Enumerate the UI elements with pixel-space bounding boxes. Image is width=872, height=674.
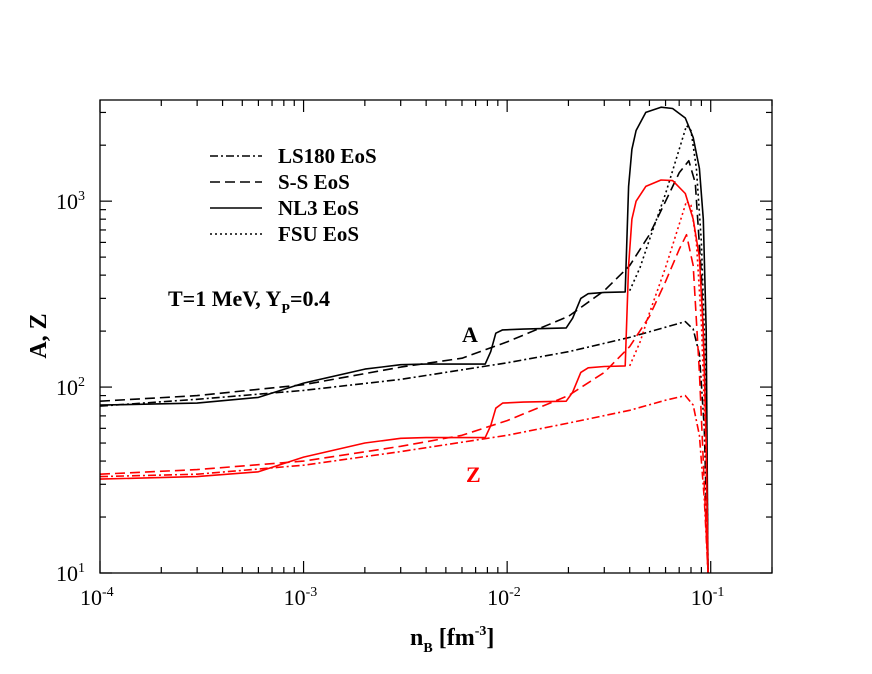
series-z-nl3 — [100, 179, 709, 573]
series-z-ls180 — [100, 394, 709, 573]
x-axis-title-exp: -3 — [475, 624, 487, 639]
x-tick-exp: -3 — [306, 585, 318, 600]
plot-frame — [99, 99, 773, 574]
x-tick-label: 10-2 — [487, 585, 521, 610]
y-tick-base: 10 — [56, 561, 78, 586]
a-series-label: A — [462, 322, 478, 347]
x-tick-label: 10-3 — [284, 585, 318, 610]
legend-label: S-S EoS — [278, 170, 350, 194]
series-a-s-s — [100, 159, 709, 573]
x-tick-exp: -2 — [509, 585, 521, 600]
y-tick-base: 10 — [56, 189, 78, 214]
x-tick-label: 10-1 — [691, 585, 725, 610]
x-tick-base: 10 — [487, 585, 509, 610]
x-tick-base: 10 — [284, 585, 306, 610]
x-axis-title-main: n — [410, 625, 423, 651]
y-tick-base: 10 — [56, 375, 78, 400]
series-z-fsu — [628, 200, 709, 573]
y-tick-label: 102 — [56, 375, 85, 400]
x-tick-exp: -1 — [713, 585, 725, 600]
y-tick-exp: 1 — [78, 561, 85, 576]
x-tick-base: 10 — [80, 585, 102, 610]
series-z-s-s — [100, 233, 709, 573]
series-layer — [100, 106, 709, 573]
series-a-nl3 — [100, 106, 709, 573]
legend-label: FSU EoS — [278, 222, 359, 246]
conditions-tail: =0.4 — [290, 286, 330, 311]
y-tick-exp: 3 — [78, 189, 85, 204]
legend-label: NL3 EoS — [278, 196, 359, 220]
y-tick-label: 103 — [56, 189, 85, 214]
conditions-sub: P — [281, 302, 290, 317]
legend-label: LS180 EoS — [278, 144, 377, 168]
x-tick-label: 10-4 — [80, 585, 114, 610]
x-axis-title: nB [fm-3] — [410, 624, 494, 656]
y-axis-title: A, Z — [26, 313, 52, 358]
x-axis-title-sub: B — [423, 641, 432, 656]
x-tick-base: 10 — [691, 585, 713, 610]
y-tick-exp: 2 — [78, 375, 85, 390]
x-axis-title-unit: [fm — [439, 625, 475, 651]
y-tick-label: 101 — [56, 561, 85, 586]
z-series-label: Z — [466, 462, 481, 487]
ticks-layer — [99, 100, 773, 574]
series-a-ls180 — [100, 320, 709, 573]
conditions-label: T=1 MeV, YP=0.4 — [168, 286, 330, 317]
x-axis-title-close: ] — [486, 625, 494, 651]
x-tick-exp: -4 — [102, 585, 114, 600]
conditions-main: T=1 MeV, Y — [168, 286, 281, 311]
